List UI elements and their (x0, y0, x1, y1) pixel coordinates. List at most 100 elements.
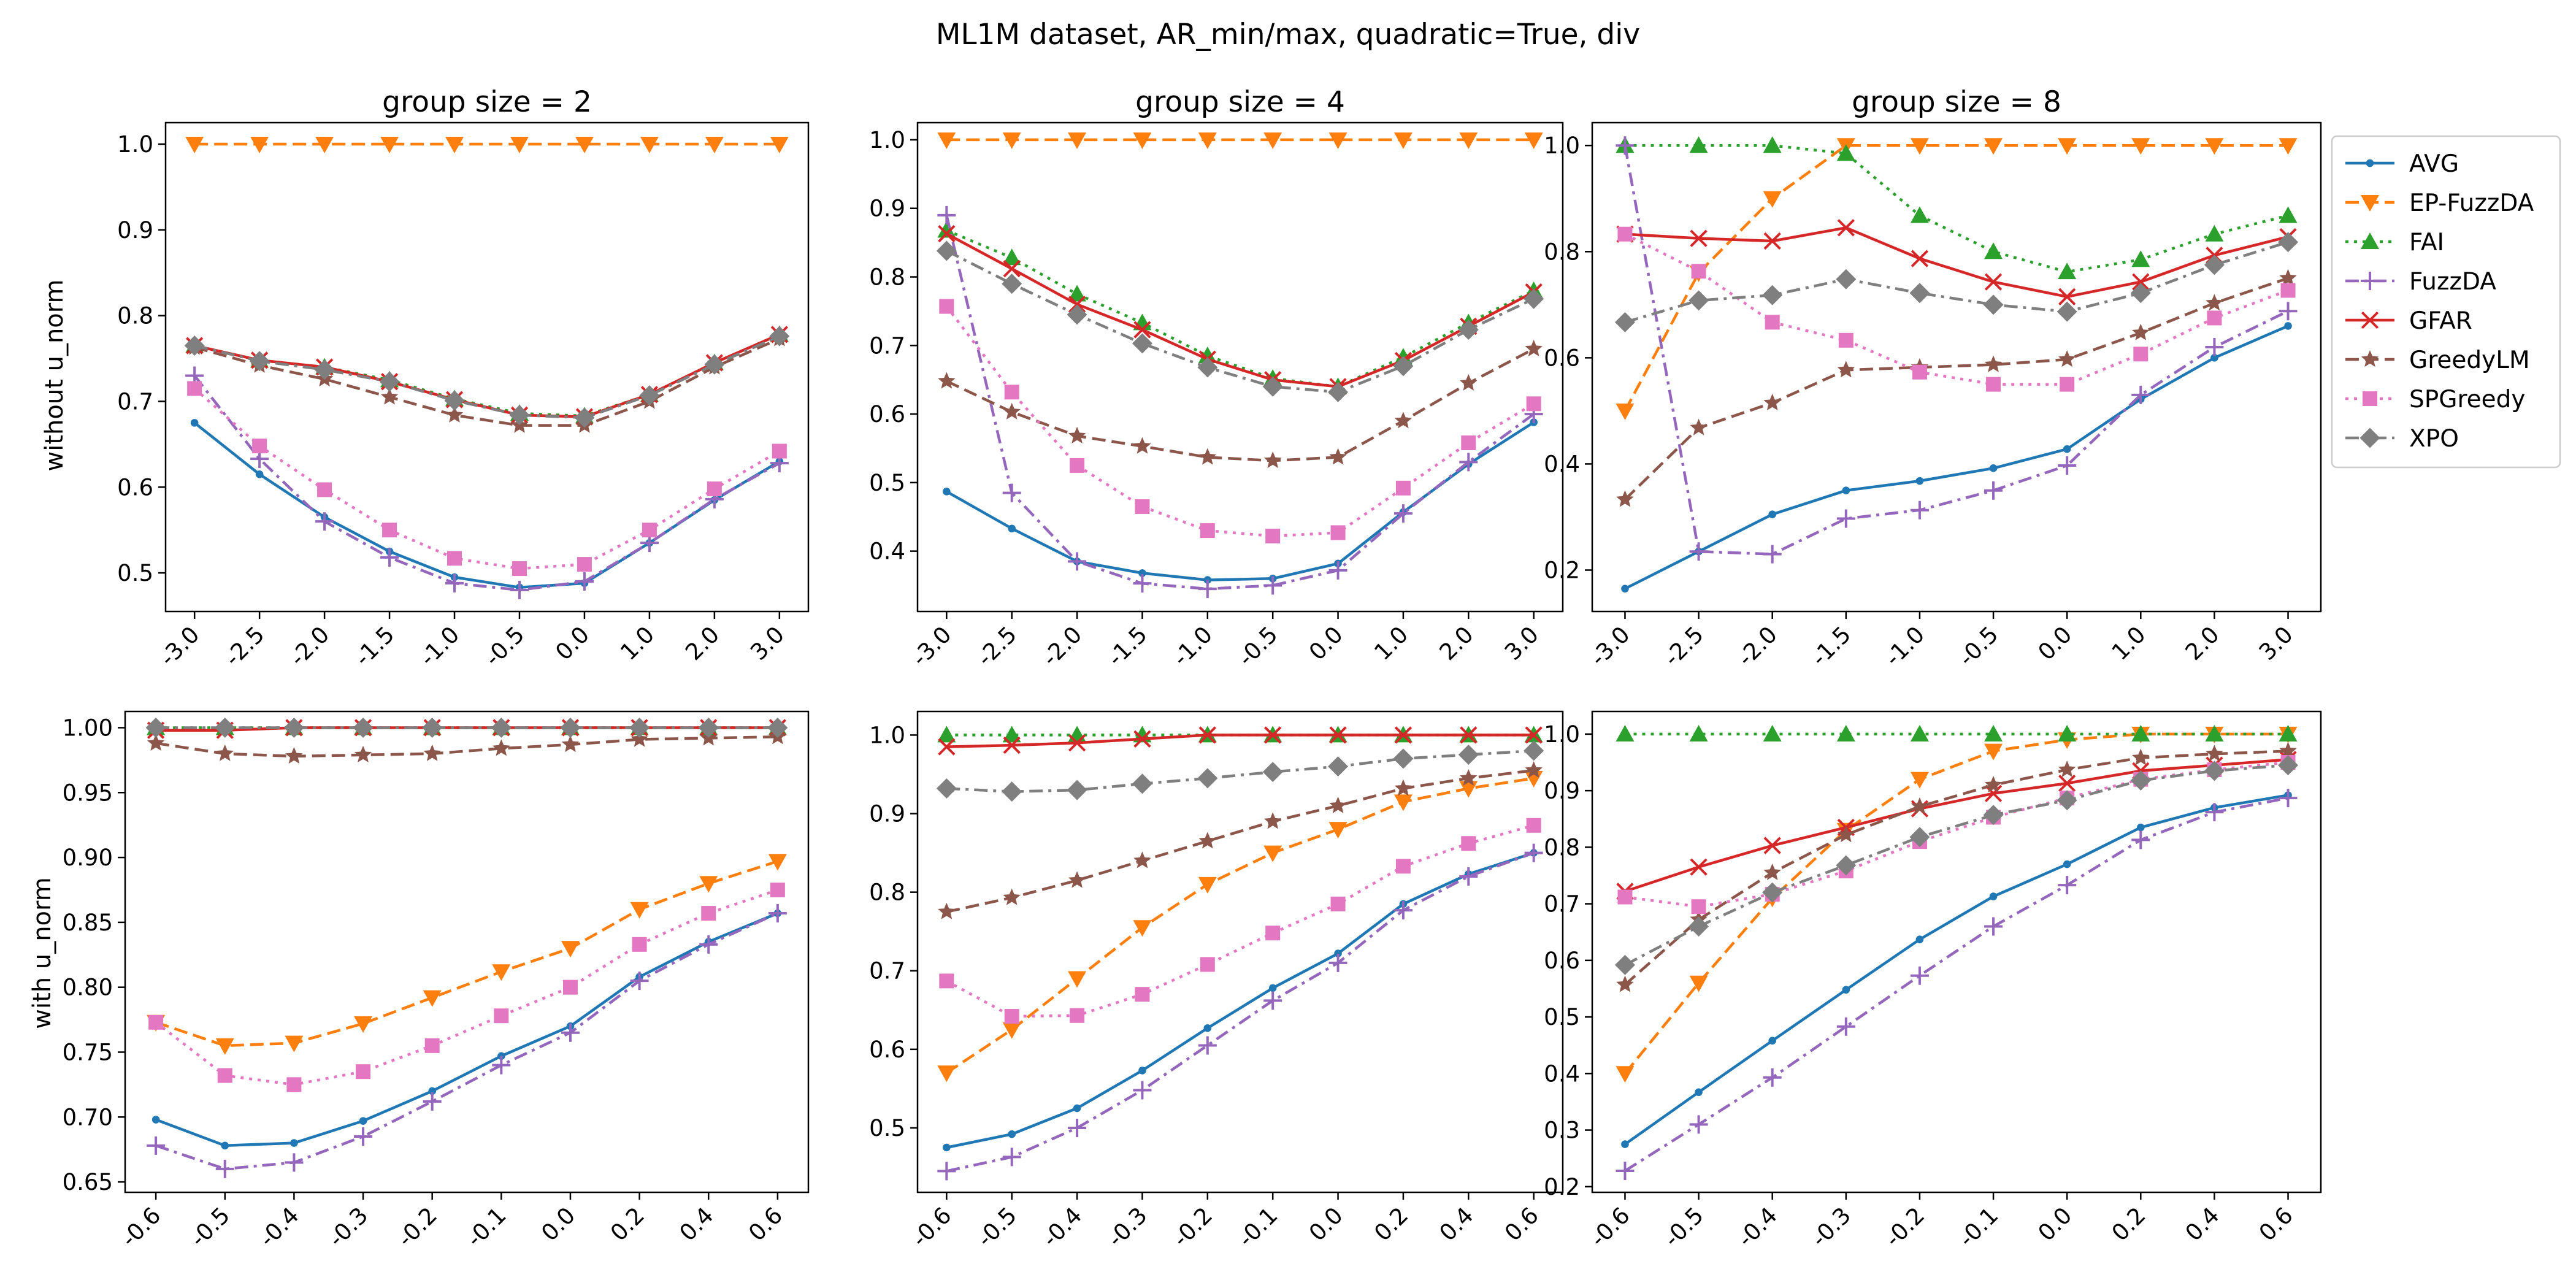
series-spgreedy (939, 818, 1541, 1024)
data-point (1616, 724, 1635, 742)
data-point (642, 523, 657, 538)
series-line (946, 769, 1534, 913)
data-point (1984, 917, 2003, 936)
data-point (380, 548, 399, 567)
data-point (937, 221, 956, 238)
data-point (1763, 191, 1782, 208)
legend-marker (2366, 159, 2374, 167)
series-xpo (1614, 755, 2299, 975)
data-point (1910, 500, 1929, 519)
y-tick-label: 1.0 (869, 722, 905, 748)
y-tick-label: 0.80 (63, 975, 113, 1001)
data-point (1132, 773, 1152, 794)
panel-frame (124, 710, 810, 1194)
data-point (1459, 453, 1478, 472)
data-point (1262, 762, 1283, 783)
y-tick-label: 0.8 (869, 880, 905, 906)
data-point (1763, 136, 1782, 153)
data-point (2279, 138, 2298, 155)
data-point (1765, 315, 1780, 330)
data-point (631, 730, 648, 747)
data-point (1328, 561, 1347, 580)
data-point (1070, 458, 1085, 473)
data-point (1837, 219, 1855, 237)
data-point (1689, 1115, 1708, 1134)
series-avg (1621, 322, 2292, 593)
data-point (1460, 374, 1478, 391)
data-point (1133, 851, 1151, 868)
data-point (1394, 412, 1413, 429)
y-tick-label: 0.6 (1544, 948, 1580, 974)
data-point (428, 1087, 436, 1095)
series-line (155, 735, 778, 758)
data-point (1198, 448, 1217, 465)
series-line (193, 387, 780, 570)
data-point (1197, 768, 1218, 789)
data-point (770, 136, 789, 153)
data-point (1691, 899, 1706, 914)
data-point (445, 573, 464, 592)
data-point (772, 443, 787, 459)
data-point (423, 744, 441, 761)
data-point (444, 390, 465, 411)
data-point (2279, 302, 2298, 321)
series-line (946, 776, 1535, 1075)
data-point (147, 734, 165, 751)
data-point (1070, 1008, 1085, 1023)
data-point (938, 372, 956, 389)
data-point (447, 551, 462, 566)
y-tick-label: 0.7 (1544, 891, 1580, 918)
data-point (630, 972, 649, 991)
y-tick-label: 0.4 (1544, 451, 1580, 477)
y-tick-label: 0.9 (869, 196, 905, 222)
data-point (1461, 836, 1476, 851)
data-point (315, 512, 334, 531)
legend-marker (2361, 350, 2379, 367)
series-xpo (936, 240, 1544, 402)
data-point (699, 876, 718, 893)
data-point (1836, 724, 1855, 742)
data-point (1984, 355, 2003, 372)
data-point (1909, 827, 1930, 848)
data-point (1984, 743, 2003, 761)
data-point (1263, 132, 1282, 149)
series-line (194, 337, 780, 427)
data-point (1003, 736, 1021, 754)
data-point (1002, 274, 1022, 294)
data-point (1689, 916, 1709, 937)
series-fai (1616, 136, 2298, 280)
y-tick-label: 0.5 (117, 560, 153, 586)
series-spgreedy (187, 381, 787, 577)
data-point (1690, 229, 1708, 247)
y-tick-label: 0.90 (63, 845, 113, 871)
series-xpo (145, 717, 788, 738)
y-tick-label: 0.4 (869, 539, 905, 565)
data-point (445, 405, 464, 423)
y-tick-label: 0.75 (63, 1039, 113, 1065)
data-point (1263, 451, 1282, 469)
data-point (699, 935, 718, 954)
series-line (194, 335, 780, 420)
legend-marker (2359, 427, 2380, 448)
data-point (1910, 772, 1929, 789)
panel-frame (164, 121, 810, 613)
data-point (1268, 984, 1277, 992)
data-point (1459, 867, 1478, 886)
data-point (1983, 805, 2004, 826)
series-line (945, 215, 1535, 591)
data-point (2207, 310, 2222, 326)
data-point (560, 717, 581, 738)
data-point (2058, 138, 2077, 155)
data-point (290, 1139, 298, 1147)
data-point (1690, 858, 1708, 876)
data-point (380, 388, 399, 405)
data-point (190, 419, 199, 427)
data-point (1458, 744, 1479, 765)
y-tick-label: 0.8 (1544, 239, 1580, 265)
data-point (283, 717, 304, 738)
series-line (946, 229, 1535, 388)
data-point (1330, 896, 1346, 911)
data-point (632, 937, 647, 952)
legend-item-gfar: GFAR (2345, 307, 2472, 335)
